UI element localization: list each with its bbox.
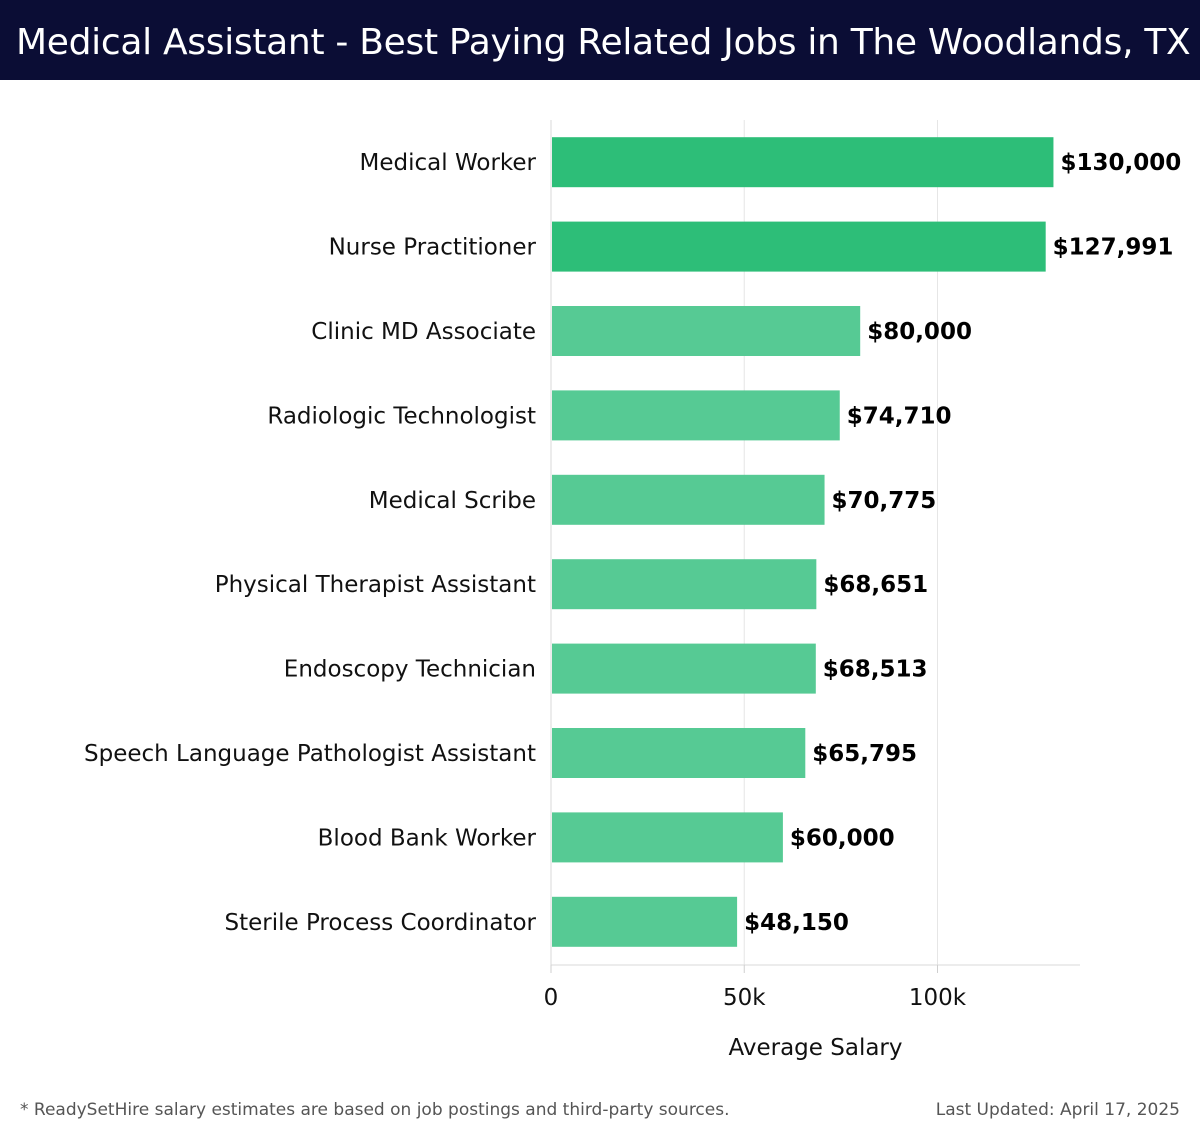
category-label: Speech Language Pathologist Assistant [84, 741, 536, 767]
bar [552, 474, 825, 525]
category-label: Medical Scribe [369, 488, 536, 514]
last-updated: Last Updated: April 17, 2025 [935, 1100, 1180, 1120]
chart-title: Medical Assistant - Best Paying Related … [16, 22, 1191, 63]
footnote: * ReadySetHire salary estimates are base… [20, 1100, 730, 1120]
data-label: $68,651 [823, 572, 928, 598]
data-label: $130,000 [1060, 150, 1181, 176]
bar [552, 137, 1054, 188]
category-label: Nurse Practitioner [329, 235, 537, 261]
data-label: $65,795 [812, 741, 917, 767]
bar [552, 390, 840, 441]
x-tick-label: 50k [723, 985, 766, 1011]
bar [552, 728, 806, 778]
data-label: $70,775 [832, 488, 937, 514]
bar [552, 643, 816, 694]
title-bar: Medical Assistant - Best Paying Related … [0, 0, 1200, 80]
bar-chart: Medical Worker $130,000 Nurse Practitioner… [84, 120, 1181, 1061]
bar [552, 812, 783, 863]
x-tick-label: 0 [544, 985, 559, 1011]
data-label: $68,513 [823, 657, 928, 683]
category-label: Blood Bank Worker [318, 825, 537, 851]
category-label: Physical Therapist Assistant [215, 572, 536, 598]
data-label: $74,710 [847, 403, 952, 429]
category-label: Sterile Process Coordinator [225, 910, 537, 936]
bar [552, 221, 1046, 272]
x-axis-title: Average Salary [728, 1035, 902, 1061]
data-label: $80,000 [867, 319, 972, 345]
category-label: Endoscopy Technician [284, 657, 536, 683]
x-tick-label: 100k [909, 985, 967, 1011]
data-label: $48,150 [744, 910, 849, 936]
data-label: $127,991 [1053, 235, 1174, 261]
category-label: Radiologic Technologist [267, 403, 536, 429]
category-label: Medical Worker [360, 150, 537, 176]
bar [552, 559, 817, 610]
category-label: Clinic MD Associate [311, 319, 536, 345]
data-label: $60,000 [790, 825, 895, 851]
bar [552, 896, 738, 947]
bar [552, 306, 861, 356]
